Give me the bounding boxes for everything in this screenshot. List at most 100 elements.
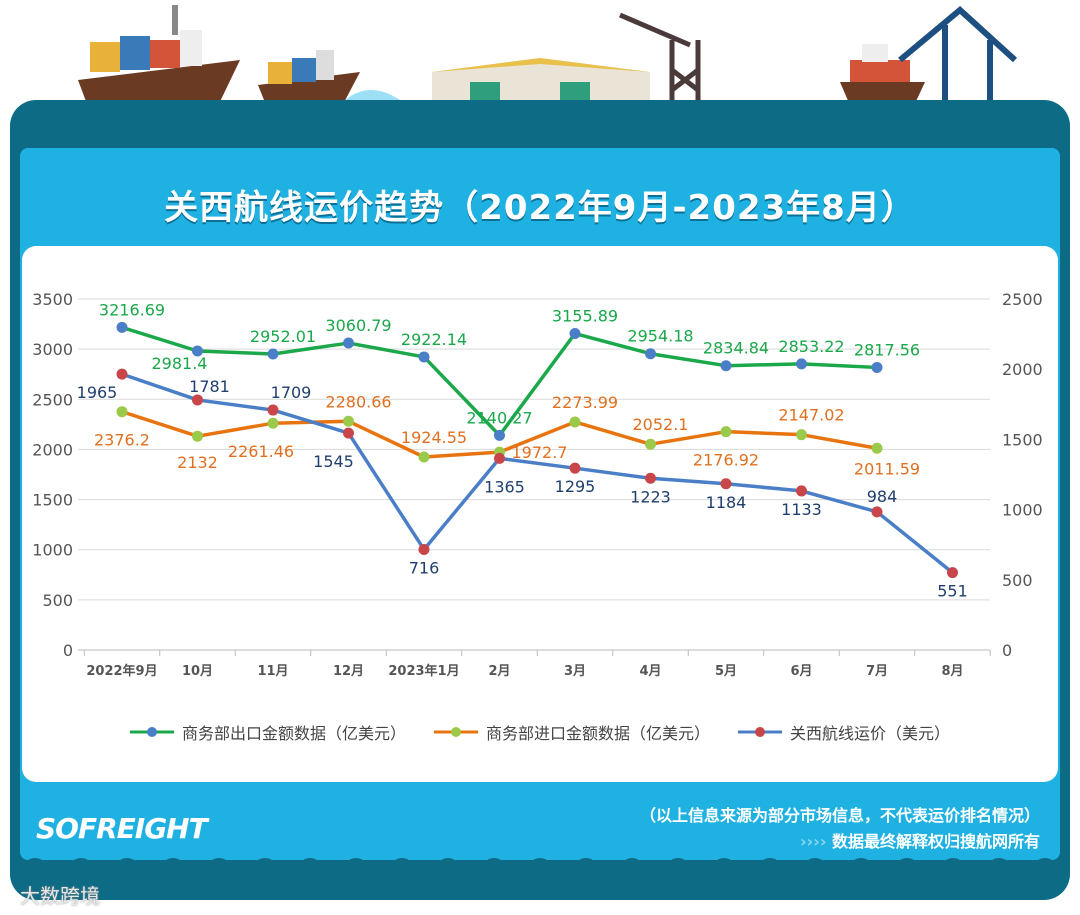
data-point (796, 358, 807, 370)
data-label: 716 (409, 558, 440, 577)
data-point (343, 337, 354, 349)
y-left-tick-label: 2500 (32, 390, 73, 409)
chart-card (22, 246, 1058, 782)
x-tick-label: 11月 (257, 664, 288, 679)
data-label: 2817.56 (854, 340, 920, 359)
data-label: 2922.14 (401, 330, 467, 349)
data-label: 1545 (313, 452, 354, 471)
data-label: 2834.84 (703, 339, 769, 358)
legend-item-export: 商务部出口金额数据（亿美元） (129, 720, 406, 744)
data-label: 1184 (706, 493, 747, 512)
data-label: 2954.18 (627, 327, 693, 346)
data-label: 551 (937, 582, 968, 601)
x-tick-label: 6月 (790, 664, 812, 679)
data-label: 2376.2 (94, 431, 150, 450)
x-tick-label: 2月 (488, 664, 510, 679)
data-label: 1972.7 (512, 443, 568, 462)
data-label: 2147.02 (778, 406, 844, 425)
data-point (418, 351, 430, 363)
data-point (418, 451, 430, 463)
copyright-text: 数据最终解释权归搜航网所有 (831, 832, 1040, 851)
y-left-tick-label: 3000 (32, 340, 73, 359)
legend-swatch-export (129, 727, 174, 737)
data-point (871, 361, 883, 373)
data-label: 3216.69 (99, 300, 165, 319)
x-tick-label: 4月 (639, 664, 661, 679)
arrows-icon: ›››› (800, 832, 827, 851)
y-left-tick-label: 3500 (32, 290, 73, 309)
data-point (116, 406, 128, 418)
data-point (645, 438, 656, 450)
y-left-tick-label: 2000 (32, 440, 73, 459)
y-right-tick-label: 1500 (1002, 430, 1043, 449)
data-label: 3155.89 (552, 307, 618, 326)
legend-item-freight: 关西航线运价（美元） (738, 720, 950, 744)
data-point (947, 567, 958, 579)
data-point (116, 321, 128, 333)
data-label: 2011.59 (854, 459, 920, 478)
data-point (494, 429, 505, 441)
data-label: 2981.4 (152, 354, 208, 373)
data-point (720, 360, 732, 372)
legend-swatch-import (433, 727, 478, 737)
page-title: 关西航线运价趋势（2022年9月-2023年8月） (164, 188, 916, 228)
legend-label: 商务部出口金额数据（亿美元） (181, 724, 406, 743)
data-point (871, 442, 883, 454)
y-right-tick-label: 500 (1002, 571, 1033, 590)
y-right-tick-label: 2500 (1002, 290, 1043, 309)
data-label: 1295 (555, 477, 596, 496)
data-label: 2273.99 (552, 393, 618, 412)
data-label: 1781 (189, 377, 230, 396)
data-point (192, 430, 203, 442)
data-point (871, 506, 883, 518)
cargo-ship-illustration (78, 5, 240, 110)
data-label: 1965 (77, 383, 118, 402)
y-left-tick-label: 1000 (32, 541, 73, 560)
data-point (569, 416, 581, 428)
legend-item-import: 商务部进口金额数据（亿美元） (433, 720, 710, 744)
data-point (796, 485, 807, 497)
data-point (343, 427, 354, 439)
data-label: 2132 (177, 453, 218, 472)
data-label: 2176.92 (693, 451, 759, 470)
y-right-tick-label: 0 (1002, 641, 1012, 660)
data-point (720, 478, 732, 490)
x-tick-label: 3月 (564, 664, 586, 679)
data-point (569, 462, 581, 474)
data-label: 2052.1 (633, 415, 689, 434)
data-point (645, 348, 656, 360)
gantry-crane-illustration (898, 6, 1018, 108)
data-point (569, 328, 581, 340)
sofreight-logo: SOFREIGHT (36, 812, 208, 845)
copyright-note: ›››› 数据最终解释权归搜航网所有 (800, 828, 1040, 852)
x-tick-label: 8月 (941, 664, 963, 679)
data-label: 2140.27 (466, 408, 532, 427)
data-point (343, 415, 354, 427)
data-point (267, 417, 279, 429)
data-label: 2853.22 (778, 337, 844, 356)
data-label: 1365 (484, 477, 525, 496)
data-point (494, 452, 505, 464)
series-line-2 (121, 372, 954, 575)
data-label: 2261.46 (228, 442, 294, 461)
data-label: 2952.01 (250, 327, 316, 346)
x-tick-label: 12月 (333, 664, 364, 679)
data-point (418, 543, 430, 555)
data-point (796, 429, 807, 441)
y-right-tick-label: 1000 (1002, 501, 1043, 520)
x-tick-label: 5月 (715, 664, 737, 679)
watermark: 大数跨境 (20, 884, 100, 908)
y-left-tick-label: 500 (42, 591, 73, 610)
source-note: （以上信息来源为部分市场信息，不代表运价排名情况） (639, 806, 1040, 825)
y-left-tick-label: 1500 (32, 491, 73, 510)
legend-label: 关西航线运价（美元） (790, 724, 951, 743)
legend-label: 商务部进口金额数据（亿美元） (485, 724, 710, 743)
legend-swatch-freight (738, 727, 782, 737)
data-point (116, 368, 128, 380)
data-label: 1223 (630, 487, 671, 506)
data-point (267, 348, 279, 360)
data-label: 3060.79 (325, 316, 391, 335)
port-crane-illustration (619, 12, 701, 108)
x-tick-label: 2023年1月 (388, 663, 459, 679)
